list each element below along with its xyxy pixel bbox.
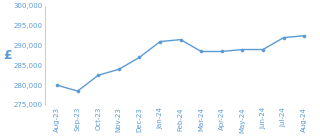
Y-axis label: £: £	[4, 49, 12, 62]
